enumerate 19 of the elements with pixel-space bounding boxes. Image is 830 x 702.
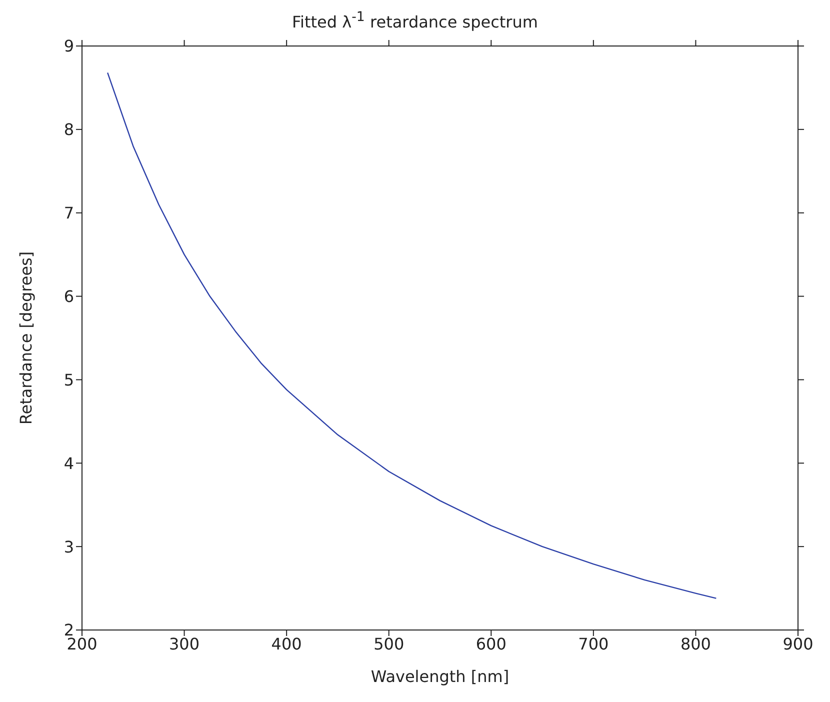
x-tick-label: 900 xyxy=(782,634,814,654)
y-tick-label: 7 xyxy=(64,204,74,223)
x-tick-label: 700 xyxy=(578,634,609,654)
y-tick-label: 6 xyxy=(64,286,74,306)
chart-title: Fitted λ$^{-1}$ retardance spectrum xyxy=(291,9,539,34)
x-tick-label: 500 xyxy=(374,634,404,654)
x-tick-label: 800 xyxy=(680,634,711,654)
x-tick-label: 300 xyxy=(169,634,200,654)
y-tick-label: 8 xyxy=(64,120,74,140)
x-tick-label: 200 xyxy=(66,634,98,654)
line-series xyxy=(106,72,717,599)
y-tick-label: 3 xyxy=(64,537,74,556)
x-tick-label: 400 xyxy=(271,634,302,654)
y-axis-title: Retardance [degrees] xyxy=(16,251,36,425)
x-tick-label: 600 xyxy=(476,634,506,654)
y-tick-label: 4 xyxy=(64,454,74,473)
x-axis-title: Wavelength [nm] xyxy=(370,667,510,686)
y-tick-label: 9 xyxy=(64,36,74,56)
y-tick-label: 5 xyxy=(64,370,74,390)
